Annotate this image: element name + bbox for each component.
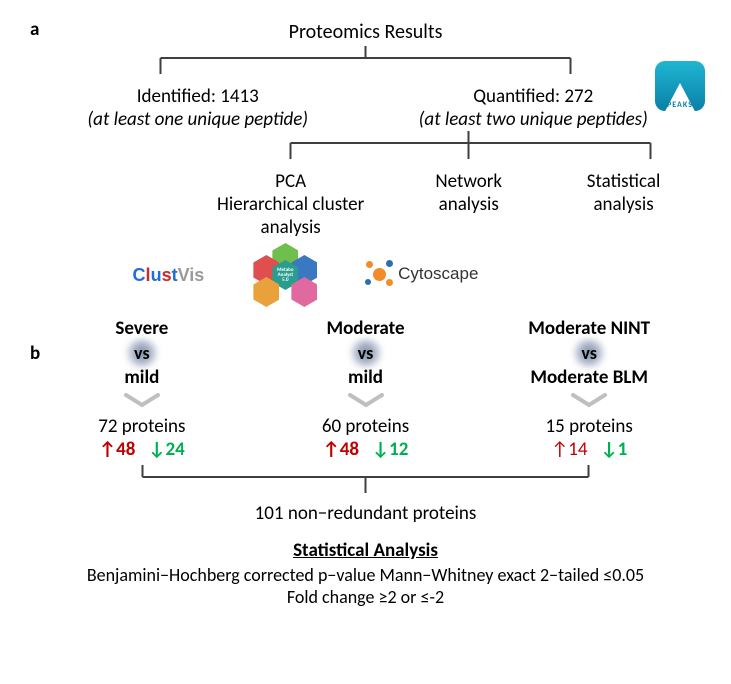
- analysis-2-l1: Statistical: [546, 170, 701, 193]
- analysis-1-l2: analysis: [391, 193, 546, 216]
- comparisons-row: Severe vs mild 72 proteins ↑48 ↓24 Moder…: [30, 317, 701, 461]
- analysis-0-l3: analysis: [190, 216, 391, 239]
- cmp1-proteins: 60 proteins: [254, 415, 478, 438]
- analysis-0-l1: PCA: [190, 170, 391, 193]
- bracket-top: [30, 44, 701, 80]
- metaboanalyst-logo: MetaboAnalyst5.0: [249, 243, 321, 307]
- analysis-0-l2: Hierarchical cluster: [190, 193, 391, 216]
- cytoscape-logo: Cytoscape: [366, 261, 478, 289]
- stats-line2: Fold change ≥2 or ≤-2: [30, 586, 701, 608]
- cmp0-bot: mild: [30, 366, 254, 389]
- quantified-line2: (at least two unique peptides): [366, 108, 702, 131]
- clustvis-logo: ClustVis: [133, 265, 205, 286]
- bracket-bottom: [30, 461, 701, 497]
- cmp1-top: Moderate: [254, 317, 478, 340]
- identified-line2: (at least one unique peptide): [30, 108, 366, 131]
- cmp1-dn: 12: [389, 438, 408, 461]
- cytoscape-label: Cytoscape: [398, 264, 478, 283]
- cmp2-proteins: 15 proteins: [477, 415, 701, 438]
- chevron-icon: [569, 391, 609, 411]
- panel-a-title: Proteomics Results: [30, 20, 701, 44]
- quantified-line1: Quantified: 272: [366, 85, 702, 108]
- chevron-icon: [346, 391, 386, 411]
- stats-heading: Statistical Analysis: [293, 539, 438, 562]
- cmp2-up: 14: [568, 438, 587, 461]
- cmp2-bot: Moderate BLM: [477, 366, 701, 389]
- stats-line1: Benjamini−Hochberg corrected p−value Man…: [30, 564, 701, 586]
- panel-b-letter: b: [30, 342, 40, 365]
- cmp0-dn: 24: [165, 438, 184, 461]
- summary-nonredundant: 101 non−redundant proteins: [30, 502, 701, 525]
- peaks-label: PEAKS: [667, 100, 693, 110]
- cmp2-dn: 1: [618, 438, 628, 461]
- identified-line1: Identified: 1413: [30, 85, 366, 108]
- comparison-2: Moderate NINT vs Moderate BLM 15 protein…: [477, 317, 701, 461]
- cmp1-bot: mild: [254, 366, 478, 389]
- bracket-analyses: [30, 131, 701, 165]
- analysis-1-l1: Network: [391, 170, 546, 193]
- comparison-0: Severe vs mild 72 proteins ↑48 ↓24: [30, 317, 254, 461]
- cmp0-proteins: 72 proteins: [30, 415, 254, 438]
- cmp2-top: Moderate NINT: [477, 317, 701, 340]
- cmp1-vs: vs: [358, 342, 374, 364]
- peaks-icon: PEAKS: [655, 61, 705, 111]
- cmp0-top: Severe: [30, 317, 254, 340]
- analysis-2-l2: analysis: [546, 193, 701, 216]
- cmp1-up: 48: [340, 438, 359, 461]
- cmp2-vs: vs: [581, 342, 597, 364]
- cmp0-vs: vs: [134, 342, 150, 364]
- panel-a-letter: a: [30, 18, 39, 41]
- chevron-icon: [122, 391, 162, 411]
- comparison-1: Moderate vs mild 60 proteins ↑48 ↓12: [254, 317, 478, 461]
- cmp0-up: 48: [116, 438, 135, 461]
